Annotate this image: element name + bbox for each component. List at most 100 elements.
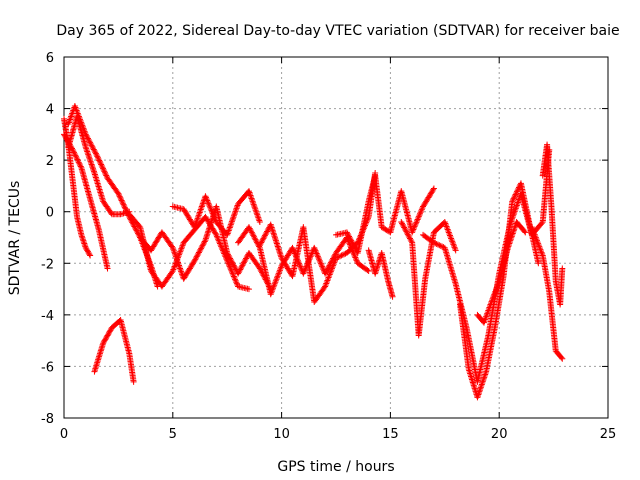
data-point: [100, 340, 107, 347]
data-point: [515, 185, 522, 192]
data-point: [235, 270, 242, 277]
data-point: [408, 238, 415, 245]
data-point: [229, 269, 236, 276]
data-point: [492, 288, 499, 295]
data-point: [249, 231, 256, 238]
data-point: [214, 234, 221, 241]
data-point: [324, 276, 331, 283]
data-point: [259, 238, 266, 245]
data-point: [194, 215, 201, 222]
data-point: [92, 149, 99, 156]
data-point: [69, 146, 76, 153]
data-point: [207, 204, 214, 211]
data-point: [405, 232, 412, 239]
data-point: [256, 242, 263, 249]
data-point: [521, 228, 528, 235]
data-point: [313, 250, 320, 257]
data-point: [446, 230, 453, 237]
data-point: [314, 251, 321, 258]
data-point: [318, 262, 325, 269]
data-point: [321, 284, 328, 291]
data-point: [84, 248, 91, 255]
data-point: [271, 280, 278, 287]
data-point: [530, 228, 537, 235]
data-point: [225, 228, 232, 235]
data-point: [172, 253, 179, 260]
data-point: [251, 235, 258, 242]
data-point: [194, 252, 201, 259]
data-point: [94, 154, 101, 161]
data-point: [240, 260, 247, 267]
data-point: [511, 209, 518, 216]
data-point: [174, 259, 181, 266]
data-point: [254, 213, 261, 220]
data-point: [290, 247, 297, 254]
data-point: [231, 274, 238, 281]
data-point: [101, 169, 108, 176]
x-axis-title: GPS time / hours: [277, 459, 394, 475]
data-point: [118, 197, 125, 204]
data-point: [119, 200, 126, 207]
data-point: [399, 220, 406, 227]
data-point: [168, 269, 175, 276]
data-point: [246, 191, 253, 198]
x-tick-label: 0: [60, 427, 68, 442]
data-point: [228, 258, 235, 265]
data-point: [247, 226, 254, 233]
data-point: [256, 217, 263, 224]
data-point: [105, 329, 112, 336]
data-point: [532, 233, 539, 240]
data-point: [328, 267, 335, 274]
data-point: [511, 208, 518, 215]
data-point: [512, 205, 519, 212]
data-point: [73, 107, 80, 114]
data-point: [173, 255, 180, 262]
data-point: [251, 233, 258, 240]
data-point: [210, 211, 217, 218]
data-point: [201, 238, 208, 245]
data-point: [249, 198, 256, 205]
data-point: [240, 259, 247, 266]
data-point: [213, 231, 220, 238]
data-point: [227, 256, 234, 263]
data-point: [352, 245, 359, 252]
data-point: [231, 211, 238, 218]
data-point: [199, 202, 206, 209]
data-point: [257, 240, 264, 247]
data-point: [538, 220, 545, 227]
data-point: [224, 231, 231, 238]
data-point: [511, 192, 518, 199]
data-point: [205, 200, 212, 207]
data-point: [72, 152, 79, 159]
series-arc-17: [528, 224, 566, 362]
data-point: [130, 378, 137, 385]
data-point: [176, 250, 183, 257]
data-point: [178, 245, 185, 252]
data-point: [262, 231, 269, 238]
data-point: [412, 222, 419, 229]
data-point: [351, 244, 358, 251]
data-point: [104, 332, 111, 339]
data-point: [491, 291, 498, 298]
data-point: [443, 223, 450, 230]
data-point: [401, 225, 408, 232]
data-point: [193, 253, 200, 260]
data-point: [96, 158, 103, 165]
data-point: [322, 282, 329, 288]
data-point: [513, 203, 520, 210]
data-point: [246, 189, 253, 196]
data-point: [232, 276, 239, 283]
data-point: [441, 219, 448, 226]
data-point: [228, 218, 235, 225]
data-point: [319, 264, 326, 271]
data-point: [495, 279, 502, 286]
data-point: [313, 249, 320, 256]
data-point: [73, 105, 80, 112]
data-point: [237, 265, 244, 272]
data-point: [206, 201, 213, 208]
series-arc-4: [65, 113, 133, 218]
data-point: [538, 249, 545, 256]
data-point: [418, 207, 425, 214]
data-point: [230, 273, 237, 280]
data-point: [245, 286, 252, 293]
